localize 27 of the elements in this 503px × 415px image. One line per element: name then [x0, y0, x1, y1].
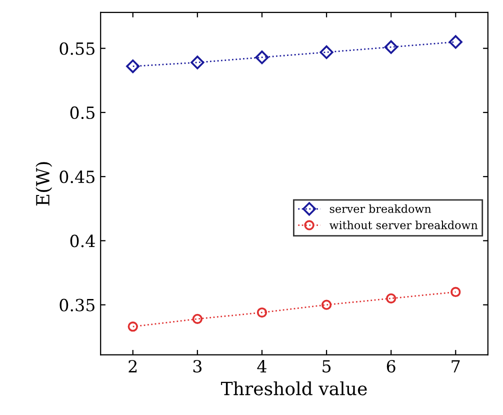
y-tick-label: 0.45: [60, 170, 94, 184]
point: [384, 40, 398, 54]
point: [386, 293, 396, 304]
y-tick-label: 0.4: [70, 234, 95, 248]
point: [190, 56, 204, 70]
legend-label: server breakdown: [330, 204, 432, 213]
point: [126, 60, 140, 74]
point: [256, 307, 268, 318]
y-tick-label: 0.35: [60, 298, 94, 312]
point: [321, 300, 332, 310]
y-tick-label: 0.55: [60, 42, 94, 55]
point: [192, 314, 202, 324]
x-tick-label: 6: [386, 360, 396, 373]
point: [320, 45, 334, 59]
point: [255, 50, 269, 64]
x-tick-label: 3: [193, 360, 202, 373]
legend-label: without server breakdown: [329, 220, 478, 230]
x-axis-title: Threshold value: [220, 381, 367, 396]
y-axis-title: E(W): [36, 162, 52, 206]
point: [128, 322, 138, 332]
x-tick-label: 5: [322, 360, 331, 373]
x-tick-label: 4: [257, 360, 266, 372]
y-tick-label: 0.5: [70, 106, 94, 120]
point: [450, 286, 461, 298]
x-tick-label: 2: [128, 360, 137, 372]
point: [448, 35, 462, 49]
x-tick-label: 7: [452, 360, 460, 372]
